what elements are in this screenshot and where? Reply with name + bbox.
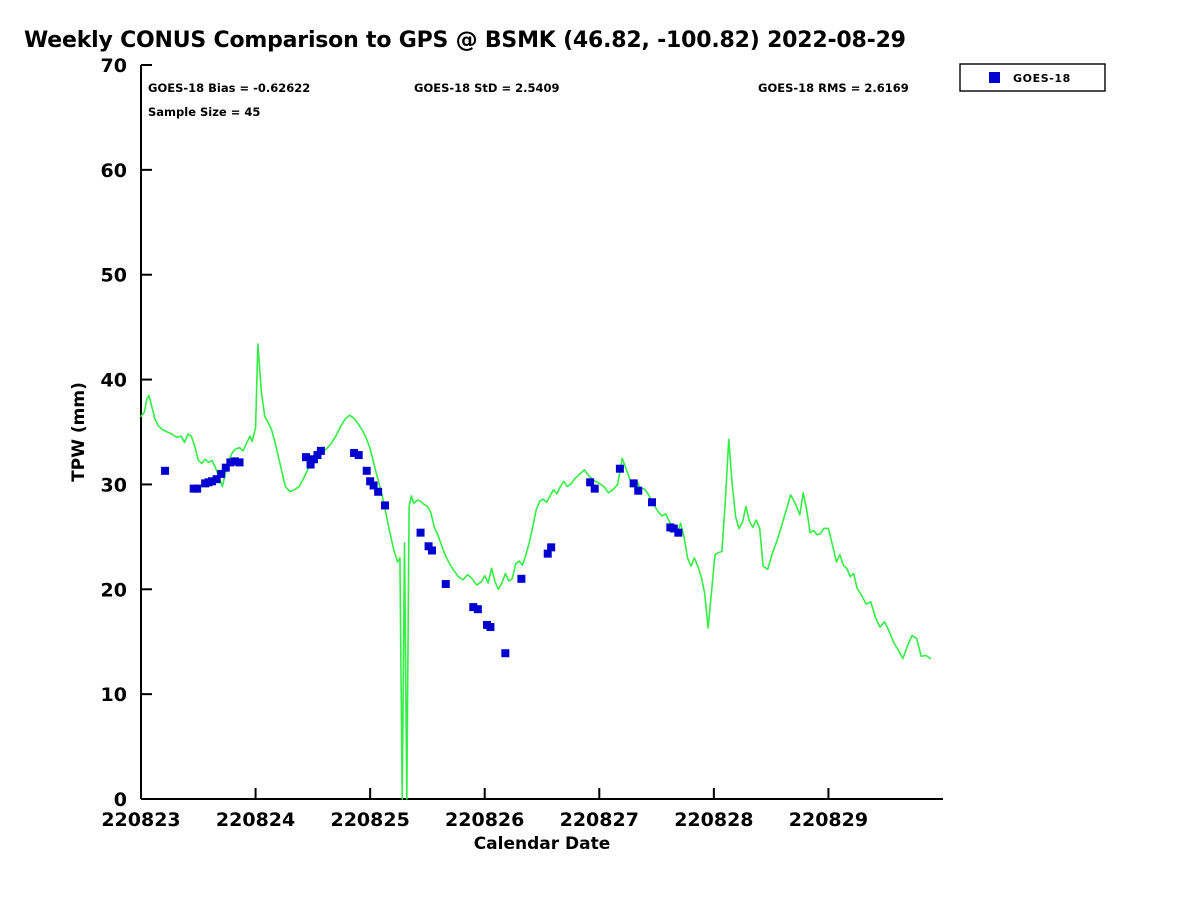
- goes18-marker: [306, 460, 315, 469]
- goes18-marker: [193, 484, 202, 493]
- goes18-marker: [230, 457, 239, 466]
- chart-legend[interactable]: GOES-18: [959, 63, 1106, 92]
- gps-reference-line: [140, 343, 932, 800]
- x-tick-label: 220825: [330, 809, 409, 831]
- goes18-marker: [428, 546, 437, 555]
- goes18-marker: [208, 477, 217, 486]
- x-tick-label: 220829: [789, 809, 868, 831]
- goes18-marker: [669, 524, 678, 533]
- y-tick-label: 50: [101, 265, 127, 287]
- goes18-marker: [369, 481, 378, 490]
- goes18-marker: [301, 453, 310, 462]
- goes18-marker: [381, 501, 390, 510]
- goes18-marker: [543, 549, 552, 558]
- goes18-marker: [615, 464, 624, 473]
- goes18-marker: [362, 466, 371, 475]
- legend-label-goes18: GOES-18: [1013, 72, 1071, 85]
- x-tick-label: 220826: [445, 809, 524, 831]
- axis-lines: [140, 65, 943, 800]
- y-tick-label: 70: [101, 55, 127, 77]
- y-tick-label: 20: [101, 579, 127, 601]
- plot-data: [140, 343, 932, 800]
- goes18-marker: [350, 448, 359, 457]
- goes18-marker: [501, 649, 510, 658]
- legend-box: [959, 63, 1106, 92]
- stat-sample-size: Sample Size = 45: [148, 105, 260, 119]
- y-axis-ticks: 0 10 20 30 40 50 60 70: [101, 55, 152, 811]
- goes18-marker: [235, 458, 244, 467]
- goes18-marker: [634, 486, 643, 495]
- goes18-marker: [310, 455, 319, 464]
- goes18-marker: [469, 603, 478, 612]
- x-axis-label: Calendar Date: [474, 834, 611, 854]
- goes18-marker: [590, 484, 599, 493]
- goes18-marker: [424, 542, 433, 551]
- goes18-marker: [366, 477, 375, 486]
- goes18-marker: [674, 528, 683, 537]
- goes18-data-points: [161, 446, 683, 658]
- stat-rms: GOES-18 RMS = 2.6169: [758, 81, 909, 95]
- goes18-marker: [217, 469, 226, 478]
- x-tick-label: 220827: [560, 809, 639, 831]
- goes18-marker: [486, 623, 495, 632]
- y-tick-label: 30: [101, 474, 127, 496]
- y-tick-label: 0: [114, 789, 127, 811]
- goes18-marker: [226, 458, 235, 467]
- goes18-marker: [212, 475, 221, 484]
- stat-std: GOES-18 StD = 2.5409: [414, 81, 559, 95]
- x-tick-label: 220824: [216, 809, 295, 831]
- goes18-marker: [316, 446, 325, 455]
- goes18-marker: [313, 451, 322, 460]
- goes18-marker: [416, 528, 425, 537]
- y-tick-label: 60: [101, 160, 127, 182]
- goes18-marker: [354, 451, 363, 460]
- goes18-marker: [161, 466, 170, 475]
- y-tick-label: 10: [101, 684, 127, 706]
- goes18-marker: [647, 498, 656, 507]
- y-tick-label: 40: [101, 370, 127, 392]
- goes18-marker: [586, 478, 595, 487]
- goes18-marker: [517, 574, 526, 583]
- goes18-marker: [221, 463, 230, 472]
- x-axis-ticks: 220823 220824 220825 220826 220827 220828 2208…: [101, 788, 868, 831]
- page-title: Weekly CONUS Comparison to GPS @ BSMK (4…: [24, 28, 906, 53]
- goes18-marker: [547, 543, 556, 552]
- stat-bias: GOES-18 Bias = -0.62622: [148, 81, 310, 95]
- goes18-marker: [374, 487, 383, 496]
- goes18-marker: [629, 479, 638, 488]
- goes18-marker: [441, 580, 450, 589]
- legend-marker-goes18-icon: [989, 72, 1000, 83]
- goes18-marker: [473, 605, 482, 614]
- y-axis-label: TPW (mm): [69, 382, 89, 482]
- x-tick-label: 220823: [101, 809, 180, 831]
- x-tick-label: 220828: [674, 809, 753, 831]
